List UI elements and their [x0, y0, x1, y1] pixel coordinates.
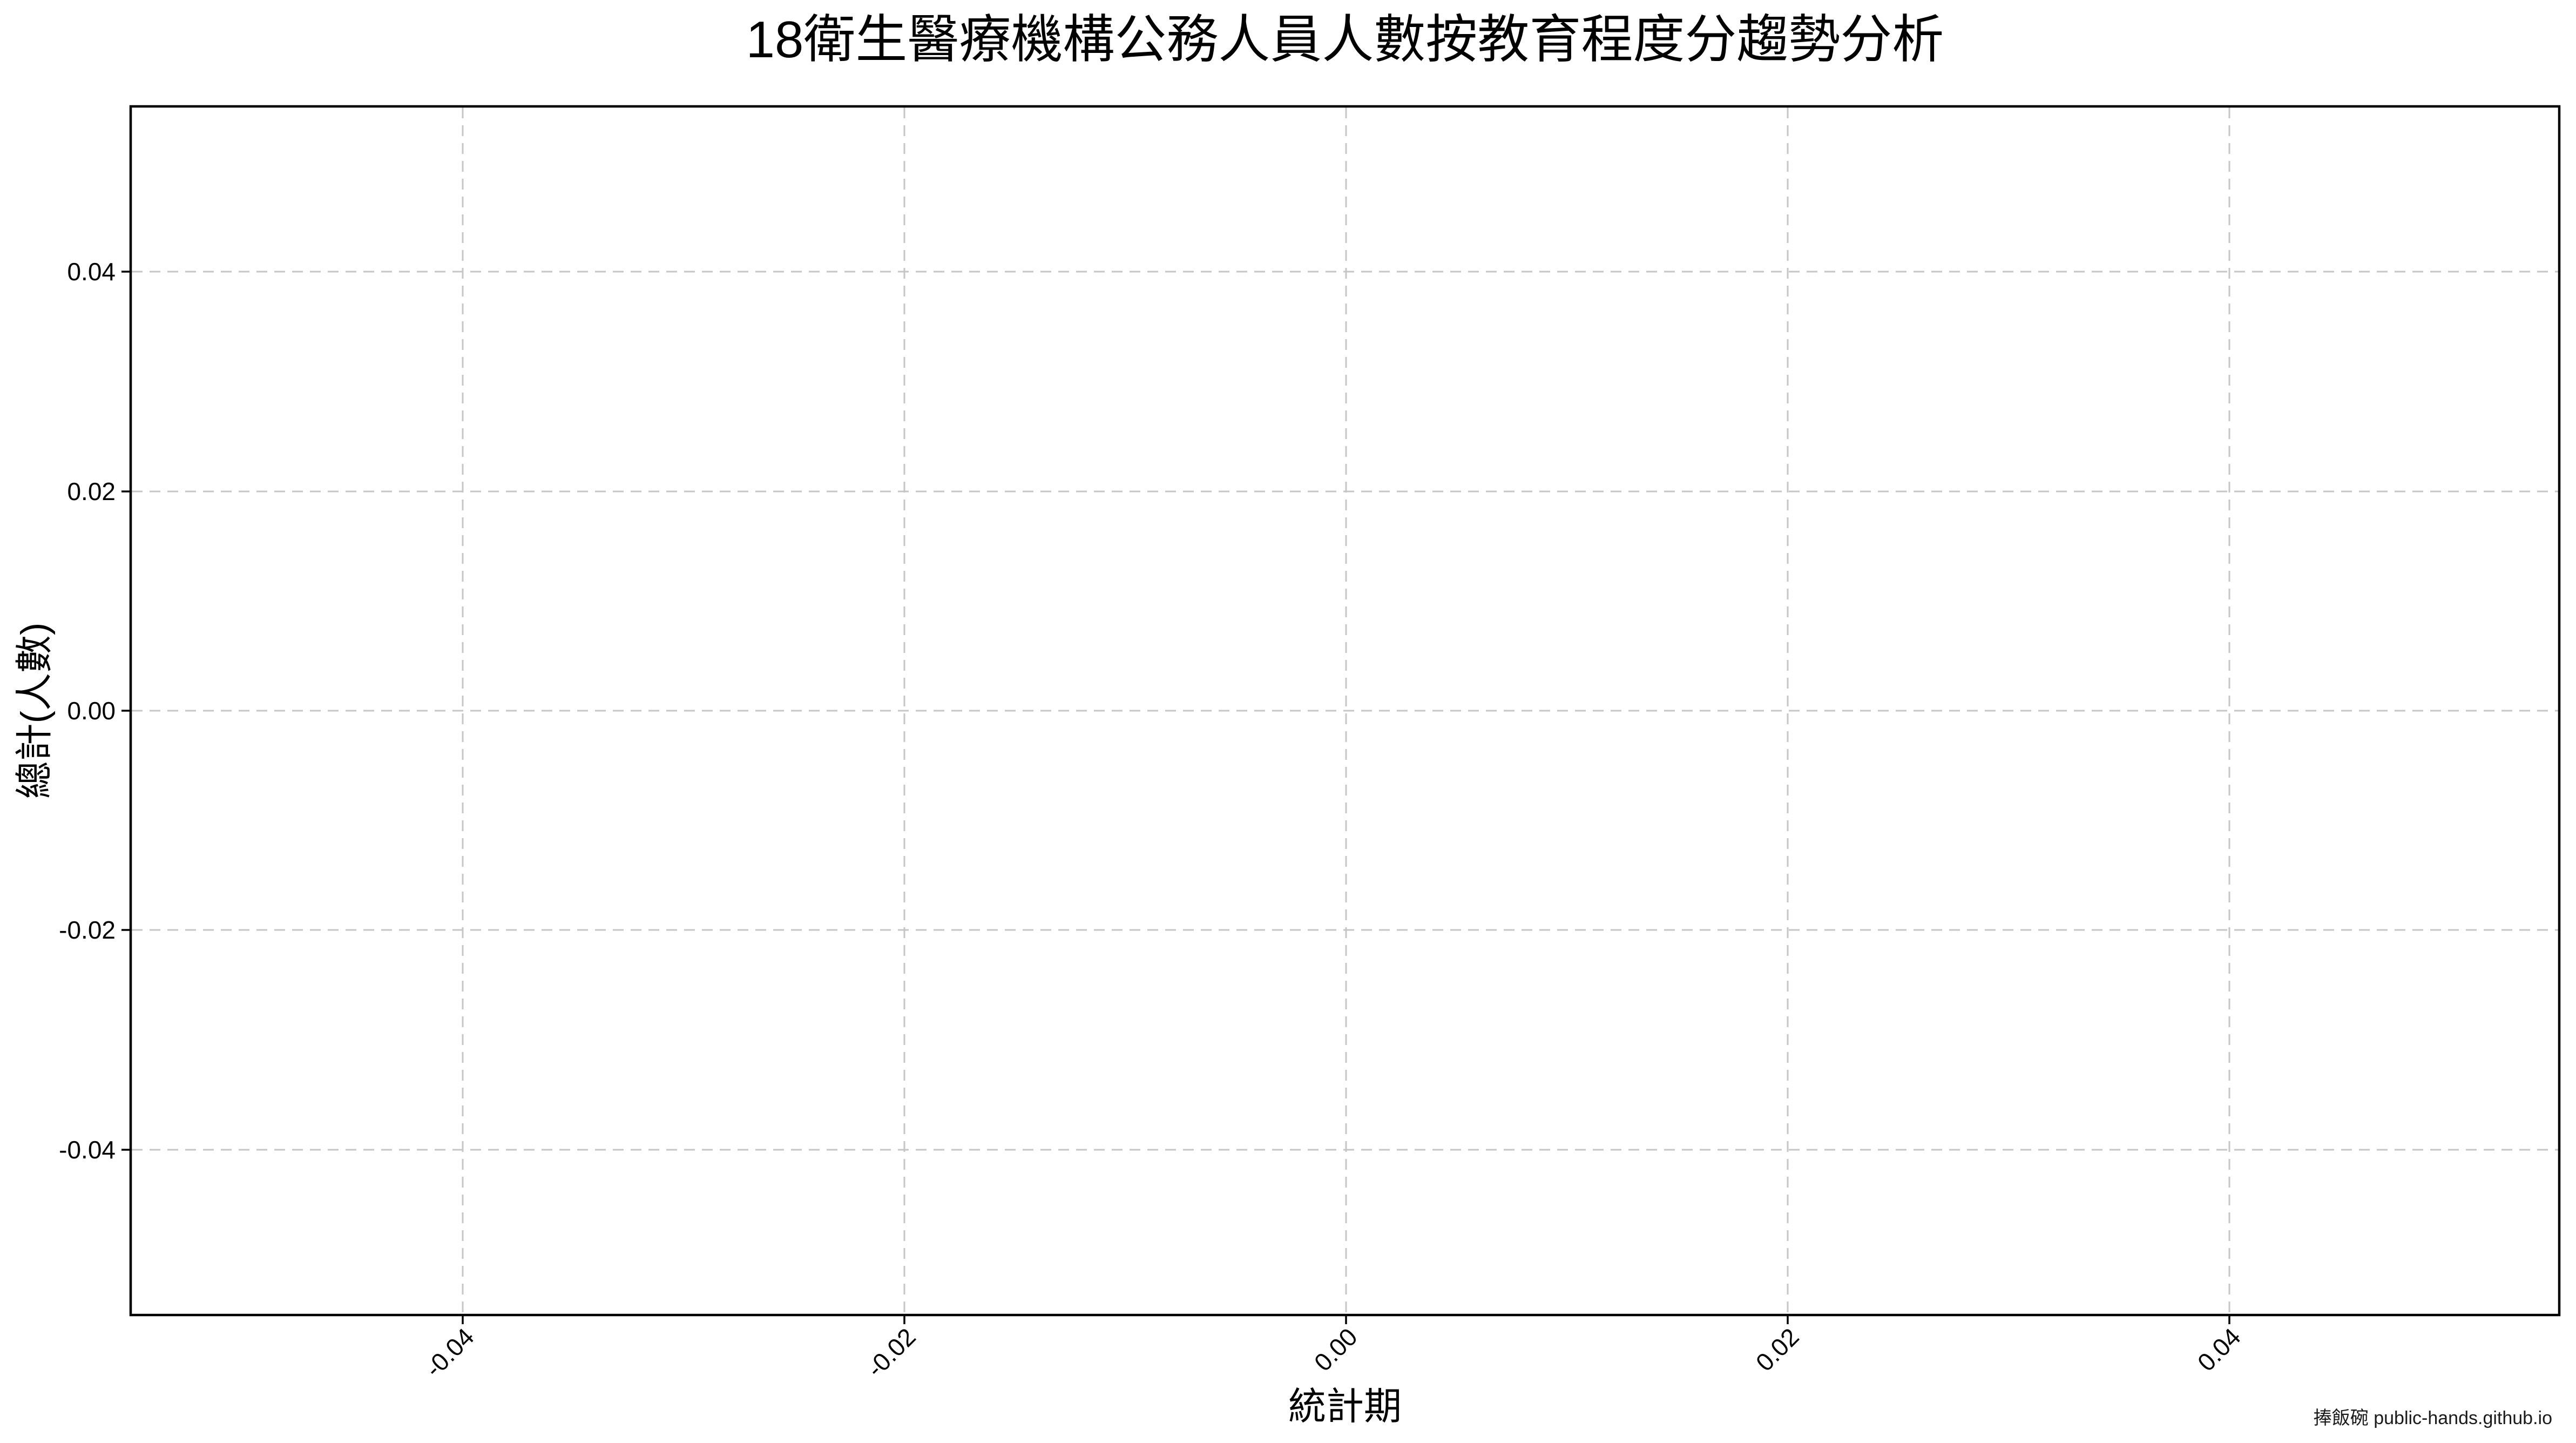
y-axis-title: 總計(人數) — [13, 622, 56, 799]
vertical-gridlines — [462, 107, 2230, 1314]
y-tick-label: 0.02 — [67, 477, 116, 505]
x-axis-title: 統計期 — [1288, 1385, 1402, 1427]
y-tick-label: 0.04 — [67, 258, 116, 286]
watermark: 捧飯碗 public-hands.github.io — [2313, 1408, 2552, 1428]
y-tick-label: 0.00 — [67, 697, 116, 725]
y-tick-label: -0.04 — [59, 1136, 116, 1164]
x-tick-marks — [462, 1315, 2230, 1324]
chart-title: 18衛生醫療機構公務人員人數按教育程度分趨勢分析 — [746, 11, 1944, 69]
plot-frame — [129, 105, 2561, 1317]
horizontal-gridlines — [132, 271, 2558, 1151]
y-tick-label: -0.02 — [59, 916, 116, 944]
y-tick-marks — [121, 271, 131, 1151]
